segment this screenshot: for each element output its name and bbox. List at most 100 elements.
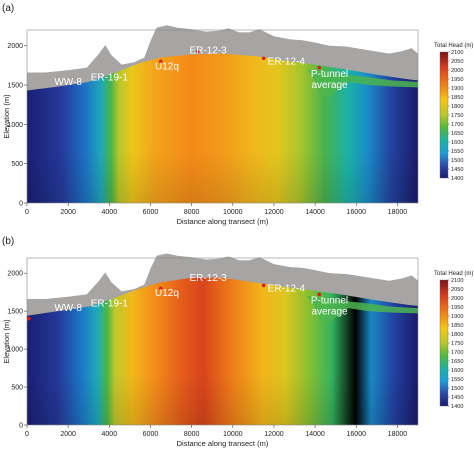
y-tick-label: 1500 xyxy=(7,83,23,90)
x-axis-title: Distance along transect (m) xyxy=(177,439,269,448)
colorbar-tick-label: 1950 xyxy=(451,77,463,83)
colorbar-title: Total Head (m) xyxy=(434,43,473,49)
colorbar-tick-label: 1550 xyxy=(451,149,463,155)
well-label: P-tunnel average xyxy=(311,69,348,91)
y-tick-label: 2000 xyxy=(7,43,23,50)
colorbar-ramp xyxy=(439,51,449,179)
well-label: WW-8 xyxy=(54,303,82,314)
x-tick-label: 4000 xyxy=(102,431,118,438)
x-tick-label: 14000 xyxy=(305,431,325,438)
colorbar-tick-label: 1900 xyxy=(451,86,463,92)
colorbar-tick-label: 1750 xyxy=(451,341,463,347)
colorbar-tick-label: 1450 xyxy=(451,395,463,401)
well-marker xyxy=(317,292,322,297)
x-tick-label: 0 xyxy=(25,431,29,438)
colorbar-tick-label: 2050 xyxy=(451,59,463,65)
x-tick-label: 16000 xyxy=(347,209,367,216)
colorbar-tick-label: 1550 xyxy=(451,377,463,383)
colorbar-tick-label: 2100 xyxy=(451,278,463,284)
well-label: U12q xyxy=(155,288,179,299)
colorbar-tick-label: 1700 xyxy=(451,122,463,128)
x-tick-label: 12000 xyxy=(264,431,284,438)
y-axis-title: Elevation (m) xyxy=(2,94,11,139)
well-marker xyxy=(158,286,163,291)
colorbar-tick-label: 2000 xyxy=(451,296,463,302)
colorbar-tick-label: 2100 xyxy=(451,50,463,56)
x-tick-label: 14000 xyxy=(305,209,325,216)
perched-zone xyxy=(306,295,418,325)
well-label: ER-12-3 xyxy=(189,273,227,284)
well-marker xyxy=(261,283,266,288)
y-tick-label: 500 xyxy=(11,385,23,392)
colorbar-tick-label: 1950 xyxy=(451,305,463,311)
x-tick-label: 18000 xyxy=(388,431,408,438)
panel-label: (b) xyxy=(2,236,14,247)
colorbar-tick-label: 1850 xyxy=(451,323,463,329)
colorbar-tick-label: 1700 xyxy=(451,350,463,356)
plot-frame xyxy=(26,29,419,204)
x-tick-label: 8000 xyxy=(184,209,200,216)
y-tick-label: 1000 xyxy=(7,347,23,354)
well-marker xyxy=(196,276,200,281)
colorbar-tick-label: 1800 xyxy=(451,332,463,338)
y-tick-label: 0 xyxy=(19,423,23,430)
perched-zone xyxy=(306,69,418,100)
colorbar: Total Head (m)2100 2050 2000 1950 1900 1850 18… xyxy=(434,43,473,182)
x-tick-label: 10000 xyxy=(223,209,243,216)
x-tick-label: 18000 xyxy=(388,209,408,216)
x-tick-label: 6000 xyxy=(143,209,159,216)
colorbar-tick-label: 1650 xyxy=(451,131,463,137)
well-label: WW-8 xyxy=(54,77,82,88)
y-tick-label: 1000 xyxy=(7,122,23,129)
colorbar-tick-label: 2000 xyxy=(451,68,463,74)
well-marker xyxy=(317,65,322,70)
colorbar-tick-label: 1500 xyxy=(451,158,463,164)
colorbar-tick-label: 1600 xyxy=(451,368,463,374)
panel-label: (a) xyxy=(2,3,14,14)
x-tick-label: 16000 xyxy=(347,431,367,438)
colorbar-ramp xyxy=(439,279,449,407)
colorbar-tick-label: 1500 xyxy=(451,386,463,392)
x-tick-label: 2000 xyxy=(60,431,76,438)
x-tick-label: 10000 xyxy=(223,431,243,438)
y-tick-label: 0 xyxy=(19,201,23,208)
colorbar-tick-label: 1450 xyxy=(451,167,463,173)
well-marker xyxy=(261,56,266,61)
colorbar: Total Head (m)2100 2050 2000 1950 1900 1850 18… xyxy=(434,271,473,410)
x-tick-label: 8000 xyxy=(184,431,200,438)
x-tick-label: 2000 xyxy=(60,209,76,216)
colorbar-title: Total Head (m) xyxy=(434,271,473,277)
y-axis-title: Elevation (m) xyxy=(2,319,11,364)
well-label: U12q xyxy=(155,61,179,72)
colorbar-tick-label: 1900 xyxy=(451,314,463,320)
colorbar-tick-label: 1800 xyxy=(451,104,463,110)
well-marker xyxy=(27,316,31,321)
chart-panel-b: (b)0 2000 4000 6000 8000 10000 12000 14000 16000… xyxy=(2,236,473,448)
y-tick-label: 2000 xyxy=(7,271,23,278)
well-label: P-tunnel average xyxy=(311,296,348,318)
x-tick-label: 12000 xyxy=(264,209,284,216)
colorbar-tick-label: 1850 xyxy=(451,95,463,101)
y-tick-label: 500 xyxy=(11,161,23,168)
well-label: ER-12-4 xyxy=(268,57,306,68)
well-label: ER-19-1 xyxy=(91,299,129,310)
plot-frame xyxy=(26,257,419,426)
x-tick-label: 4000 xyxy=(102,209,118,216)
colorbar-tick-label: 1650 xyxy=(451,359,463,365)
colorbar-tick-label: 1400 xyxy=(451,176,463,182)
x-axis-title: Distance along transect (m) xyxy=(177,217,269,226)
well-label: ER-12-3 xyxy=(189,46,227,57)
well-marker xyxy=(158,59,163,64)
colorbar-tick-label: 1400 xyxy=(451,404,463,410)
colorbar-tick-label: 1750 xyxy=(451,113,463,119)
well-label: ER-19-1 xyxy=(91,72,129,83)
colorbar-tick-label: 1600 xyxy=(451,140,463,146)
colorbar-tick-label: 2050 xyxy=(451,287,463,293)
chart-panel-a: (a) 0 2000 4000 6000 8000 10000 12000 14000 16000… xyxy=(2,3,473,226)
well-marker xyxy=(196,49,200,54)
x-tick-label: 6000 xyxy=(143,431,159,438)
well-label: ER-12-4 xyxy=(268,283,306,294)
y-tick-label: 1500 xyxy=(7,309,23,316)
